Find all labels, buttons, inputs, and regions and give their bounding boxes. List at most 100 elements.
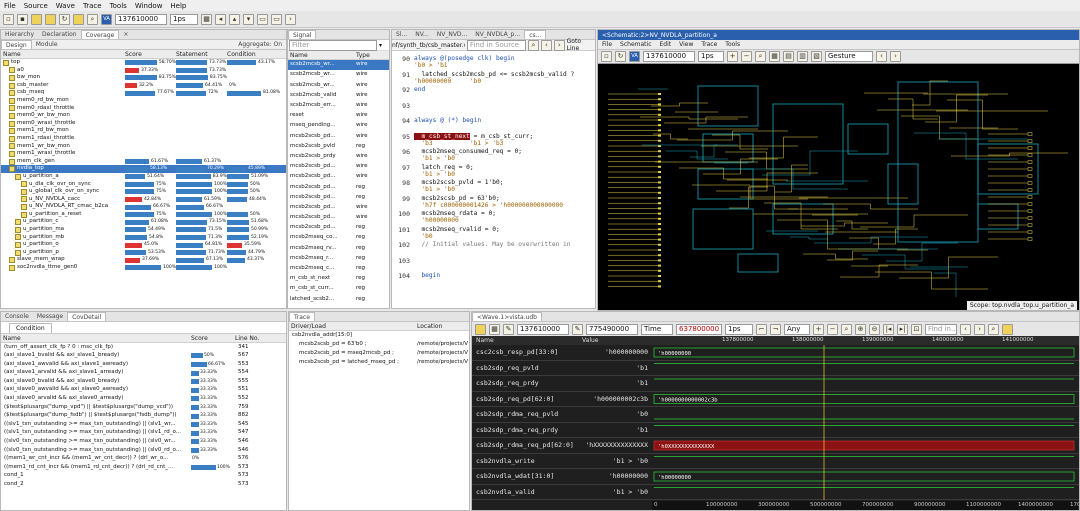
- zoom-fit-icon[interactable]: ⌕: [841, 323, 852, 335]
- wave-signal-row[interactable]: csb2sdp_rdma_req_pd[62:0] 'hXXXXXXXXXXXXX…: [472, 438, 1079, 454]
- col-condition[interactable]: Condition: [227, 50, 256, 58]
- trace-row[interactable]: csb2nvdla_addr[15:0]: [289, 331, 469, 340]
- reload-icon[interactable]: ↻: [59, 13, 70, 25]
- wave-signal-row[interactable]: csc2csb_resp_pd[33:0] 'h000000000: [472, 345, 1079, 361]
- signal-row[interactable]: mcsb2scsb_pd... reg: [288, 192, 389, 202]
- open-folder-icon[interactable]: [31, 13, 42, 25]
- signal-row[interactable]: mcsb2scsb_pd... wire: [288, 172, 389, 182]
- panel-icon[interactable]: ▭: [257, 13, 268, 25]
- refresh-icon[interactable]: ↻: [615, 51, 626, 62]
- edge-icon[interactable]: ⌐: [756, 323, 767, 335]
- col-line[interactable]: Line No.: [235, 334, 260, 342]
- condition-row[interactable]: ((slv0_txn_outstanding >= max_txn_outsta…: [1, 446, 286, 455]
- tree-row[interactable]: u_partition_o 45.0% 64.81% 35.59%: [1, 241, 286, 249]
- signal-row[interactable]: reset wire: [288, 111, 389, 121]
- schematic-tool2-icon[interactable]: ▤: [783, 51, 794, 62]
- col-score[interactable]: Score: [191, 334, 208, 342]
- tree-row[interactable]: csb_master 32.2% 64.41% 0%: [1, 82, 286, 90]
- signal-row[interactable]: mcsb2scsb_pd... wire: [288, 162, 389, 172]
- condition-row[interactable]: ($test$plusargs("dump_fsdb") || $test$pl…: [1, 412, 286, 421]
- forward-icon[interactable]: ›: [285, 13, 296, 25]
- signal-row[interactable]: mcsb2scsb_pd... wire: [288, 203, 389, 213]
- schematic-tool3-icon[interactable]: ▥: [797, 51, 808, 62]
- schematic-menu-item[interactable]: Schematic: [620, 41, 652, 48]
- bookmark-icon[interactable]: [1002, 323, 1013, 335]
- wave-signal-row[interactable]: csb2sdp_rdma_req_prdy 'b1: [472, 423, 1079, 438]
- menu-file[interactable]: File: [4, 1, 16, 10]
- module-block[interactable]: [772, 103, 844, 185]
- trace-row[interactable]: mcsb2scsb_pd = 63'b0 ; /remote/projects/V: [289, 340, 469, 349]
- tab-declaration[interactable]: Declaration: [42, 31, 77, 38]
- tab-module[interactable]: Module: [35, 41, 58, 48]
- tab-covdetail[interactable]: CovDetail: [67, 312, 107, 321]
- condition-row[interactable]: ((slv1_txn_outstanding >= max_txn_outsta…: [1, 420, 286, 429]
- wave-signal-row[interactable]: csb2sdp_req_pvld 'b1: [472, 361, 1079, 376]
- tree-row[interactable]: u_partition_mb 54.8% 71.3% 52.19%: [1, 234, 286, 242]
- va-icon[interactable]: VA: [101, 13, 112, 25]
- schematic-menu-item[interactable]: Trace: [701, 41, 718, 48]
- tree-row[interactable]: u_NV_NVDLA_cacc 42.84% 61.59% 48.44%: [1, 196, 286, 204]
- tab-condition[interactable]: Condition: [9, 322, 52, 333]
- menu-source[interactable]: Source: [23, 1, 48, 10]
- menu-window[interactable]: Window: [134, 1, 163, 10]
- step-back-icon[interactable]: ◂: [215, 13, 226, 25]
- signal-row[interactable]: m_csb_st_next reg: [288, 274, 389, 284]
- step-down-icon[interactable]: ▾: [243, 13, 254, 25]
- signal-row[interactable]: mcsb2scsb_pvld reg: [288, 142, 389, 152]
- search-next-icon[interactable]: ›: [974, 323, 985, 335]
- signal-row[interactable]: scsb2mcsb_wr... wire: [288, 80, 389, 90]
- marker-time-field[interactable]: 775490000: [586, 323, 638, 335]
- trace-row[interactable]: mcsb2scsb_pd = latched_mseq_pd ; /remote/…: [289, 358, 469, 367]
- gesture-select[interactable]: Gesture: [825, 51, 873, 62]
- module-block[interactable]: [702, 133, 754, 163]
- signal-row[interactable]: mcsb2mseq_rv... reg: [288, 243, 389, 253]
- signal-row[interactable]: scsb2mcsb_wr... wire: [288, 60, 389, 71]
- module-block[interactable]: [897, 81, 979, 243]
- condition-row[interactable]: ((mem1_wr_cnt_incr && (mem1_wr_cnt_decr)…: [1, 455, 286, 464]
- col-type[interactable]: Type: [356, 51, 370, 59]
- schematic-menu-item[interactable]: Edit: [659, 41, 672, 48]
- col-name[interactable]: Name: [3, 50, 21, 58]
- panel2-icon[interactable]: ▭: [271, 13, 282, 25]
- waveform-canvas[interactable]: 'h00000000 'h0000000000002c3b 'h0XXXXXXXXX…: [652, 345, 1078, 500]
- tree-row[interactable]: csb_mseq 77.67% 72% 81.08%: [1, 89, 286, 97]
- delta-time-field[interactable]: 637800000: [676, 323, 722, 335]
- find-icon[interactable]: ⌕: [988, 323, 999, 335]
- tab-signal[interactable]: Signal: [288, 30, 317, 39]
- schematic-time-field[interactable]: 137610000: [643, 51, 695, 62]
- find-in-source-input[interactable]: Find in Source: [466, 39, 527, 51]
- signal-row[interactable]: scsb2mcsb_wr... wire: [288, 70, 389, 80]
- schematic-menu-item[interactable]: Tools: [725, 41, 741, 48]
- condition-row[interactable]: ((slv1_txn_outstanding >= max_txn_outsta…: [1, 429, 286, 438]
- tree-row[interactable]: mem_clk_gen 61.67% 61.37%: [1, 158, 286, 166]
- tree-row[interactable]: u_partition_ma 54.49% 71.5% 50.99%: [1, 226, 286, 234]
- zoom-out-icon[interactable]: −: [741, 51, 752, 62]
- source-tab[interactable]: NV_NVDLA_p...: [475, 31, 521, 38]
- schematic-title[interactable]: <Schematic:2>NV_NVDLA_partition_a: [602, 31, 717, 39]
- home-icon[interactable]: ▫: [601, 51, 612, 62]
- tree-row[interactable]: slave_mem_wrap 37.69% 67.13% 43.37%: [1, 256, 286, 264]
- module-block[interactable]: [737, 253, 779, 273]
- unit-select[interactable]: 1ps: [725, 323, 753, 335]
- tree-row[interactable]: u_partition_p 53.53% 71.73% 44.79%: [1, 249, 286, 257]
- trace-row[interactable]: mcsb2scsb_pd = mseq2mcsb_pd ; /remote/pro…: [289, 349, 469, 358]
- signal-row[interactable]: mcsb2scsb_pd... reg: [288, 223, 389, 233]
- tree-row[interactable]: soc2nvdla_ttme_gen0 100% 100%: [1, 264, 286, 272]
- new-file-icon[interactable]: ▫: [3, 13, 14, 25]
- any-select[interactable]: Any: [784, 323, 810, 335]
- menu-help[interactable]: Help: [170, 1, 187, 10]
- tab-design[interactable]: Design: [1, 40, 32, 49]
- col-location[interactable]: Location: [417, 322, 443, 330]
- zoom-in-icon[interactable]: +: [727, 51, 738, 62]
- goto-line-button[interactable]: Goto Line: [566, 38, 581, 52]
- menu-trace[interactable]: Trace: [82, 1, 102, 10]
- close-icon[interactable]: ×: [123, 31, 129, 38]
- condition-row[interactable]: (axi_slave1_bvalid && axi_slave1_bready)…: [1, 352, 286, 361]
- snap-icon[interactable]: ⊡: [911, 323, 922, 335]
- zoom2-icon[interactable]: ⊖: [869, 323, 880, 335]
- last-icon[interactable]: ▸|: [897, 323, 908, 335]
- signal-row[interactable]: scsb2mcsb_err... wire: [288, 101, 389, 111]
- menu-tools[interactable]: Tools: [109, 1, 127, 10]
- schematic-tool-icon[interactable]: ▦: [769, 51, 780, 62]
- signal-row[interactable]: mcsb2mseq_co... reg: [288, 233, 389, 243]
